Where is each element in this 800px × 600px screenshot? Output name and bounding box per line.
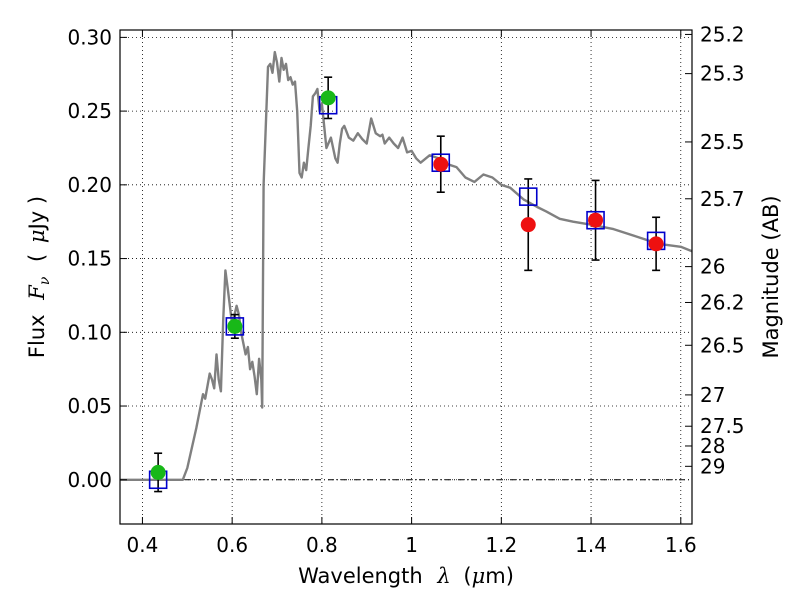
mag-tick-label: 28 — [700, 434, 725, 458]
x-axis-ticks: 0.4 0.6 0.8 1 1.2 1.4 1.6 — [127, 30, 697, 557]
y-axis-title: Flux Fν ( μJy ) — [25, 196, 54, 358]
mag-tick-label: 29 — [700, 454, 725, 478]
mag-tick-label: 26 — [700, 255, 725, 279]
nir-data-point — [648, 236, 664, 252]
mag-tick-label: 25.3 — [700, 62, 745, 86]
mag-tick-label: 26.2 — [700, 290, 745, 314]
x-tick-label: 0.8 — [306, 533, 338, 557]
y-tick-label: 0.25 — [67, 99, 112, 123]
nir-data-point — [433, 156, 449, 172]
x-tick-label: 0.4 — [127, 533, 159, 557]
x-tick-label: 1.6 — [665, 533, 697, 557]
mag-tick-label: 27.5 — [700, 414, 745, 438]
x-tick-label: 0.6 — [216, 533, 248, 557]
x-tick-label: 1 — [405, 533, 418, 557]
x-axis-title: Wavelength λ (μm) — [298, 564, 514, 588]
nir-data-point — [520, 217, 536, 233]
y-tick-label: 0.05 — [67, 394, 112, 418]
grid-lines — [120, 30, 692, 524]
model-line — [120, 50, 693, 481]
y-tick-label: 0.30 — [67, 25, 112, 49]
y-tick-label: 0.10 — [67, 320, 112, 344]
x-tick-label: 1.2 — [485, 533, 517, 557]
mag-tick-label: 25.5 — [700, 130, 745, 154]
y-axis-ticks: 0.00 0.05 0.10 0.15 0.20 0.25 0.30 — [67, 25, 127, 492]
model-band-square — [518, 187, 538, 206]
y-tick-label: 0.20 — [67, 173, 112, 197]
plot-frame — [119, 29, 693, 525]
x-tick-label: 1.4 — [575, 533, 607, 557]
optical-data-point — [320, 90, 336, 106]
y-tick-label: 0.00 — [67, 468, 112, 492]
optical-data-point — [227, 318, 243, 334]
optical-data-point — [150, 464, 166, 480]
model-band-square — [225, 317, 245, 336]
sed-model-curve — [120, 50, 693, 481]
y-tick-label: 0.15 — [67, 247, 112, 271]
photometry-markers — [148, 76, 666, 493]
nir-data-point — [588, 212, 604, 228]
mag-tick-label: 25.7 — [700, 187, 745, 211]
mag-tick-label: 27 — [700, 383, 725, 407]
mag-tick-label: 26.5 — [700, 333, 745, 357]
mag-tick-label: 25.2 — [700, 22, 745, 46]
model-band-square — [586, 210, 605, 230]
magnitude-axis-title: Magnitude (AB) — [759, 195, 783, 358]
